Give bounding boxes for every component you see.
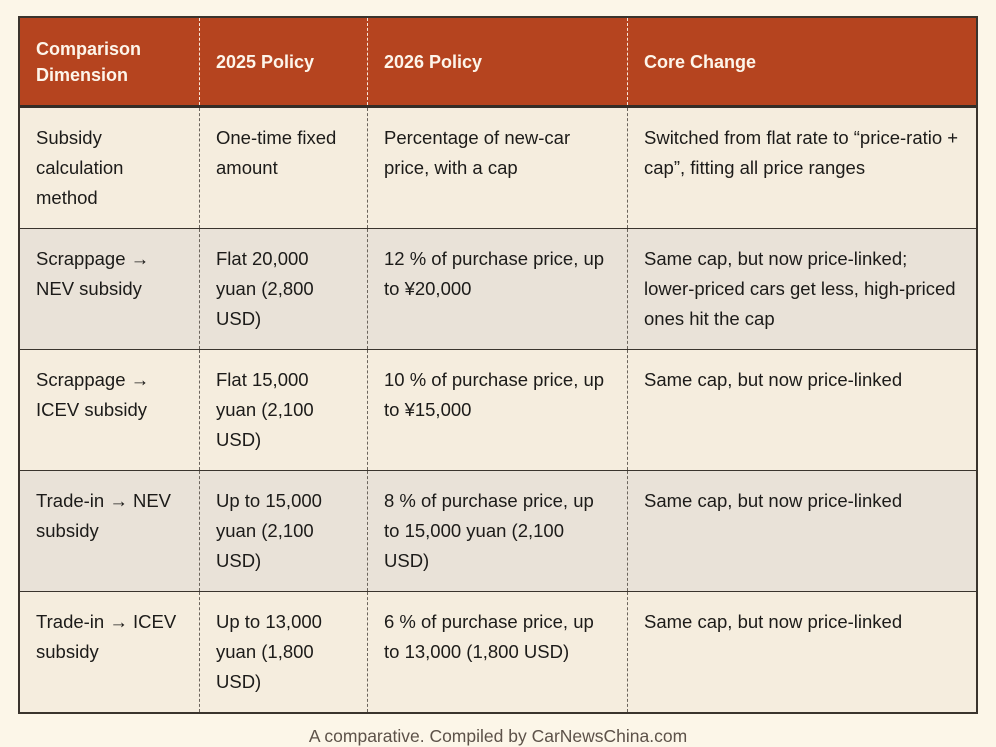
cell-2026-policy: 8 % of purchase price, up to 15,000 yuan… (367, 471, 627, 591)
cell-2026-policy: Percentage of new-car price, with a cap (367, 108, 627, 228)
cell-core-change: Same cap, but now price-linked (627, 350, 976, 470)
table-row-scrappage-nev: Scrappage → NEV subsidy Flat 20,000 yuan… (20, 228, 976, 349)
table-header-row: Comparison Dimension 2025 Policy 2026 Po… (20, 18, 976, 108)
cell-2025-policy: One-time fixed amount (199, 108, 367, 228)
header-cell-core-change: Core Change (627, 18, 976, 105)
cell-2025-policy: Up to 15,000 yuan (2,100 USD) (199, 471, 367, 591)
cell-core-change: Same cap, but now price-linked; lower-pr… (627, 229, 976, 349)
cell-2026-policy: 12 % of purchase price, up to ¥20,000 (367, 229, 627, 349)
cell-2025-policy: Up to 13,000 yuan (1,800 USD) (199, 592, 367, 712)
cell-core-change: Switched from flat rate to “price-ratio … (627, 108, 976, 228)
header-cell-comparison-dimension: Comparison Dimension (36, 38, 142, 85)
cell-2025-policy: Flat 20,000 yuan (2,800 USD) (199, 229, 367, 349)
table-row-tradein-icev: Trade-in → ICEV subsidy Up to 13,000 yua… (20, 591, 976, 712)
table-caption: A comparative. Compiled by CarNewsChina.… (308, 726, 688, 746)
cell-dimension: Trade-in → ICEV subsidy (36, 611, 177, 662)
cell-2026-policy: 6 % of purchase price, up to 13,000 (1,8… (367, 592, 627, 712)
cell-core-change: Same cap, but now price-linked (627, 471, 976, 591)
cell-dimension: Subsidy calculation method (36, 127, 124, 208)
cell-2025-policy: Flat 15,000 yuan (2,100 USD) (199, 350, 367, 470)
cell-dimension: Scrappage → NEV subsidy (36, 248, 150, 299)
table-row-tradein-nev: Trade-in → NEV subsidy Up to 15,000 yuan… (20, 470, 976, 591)
table-row-scrappage-icev: Scrappage → ICEV subsidy Flat 15,000 yua… (20, 349, 976, 470)
cell-dimension: Scrappage → ICEV subsidy (36, 369, 150, 420)
cell-dimension: Trade-in → NEV subsidy (36, 490, 172, 541)
header-cell-2026-policy: 2026 Policy (367, 18, 627, 105)
table-row-subsidy-calculation: Subsidy calculation method One-time fixe… (20, 108, 976, 228)
policy-comparison-table: Comparison Dimension 2025 Policy 2026 Po… (18, 16, 978, 714)
cell-2026-policy: 10 % of purchase price, up to ¥15,000 (367, 350, 627, 470)
header-cell-2025-policy: 2025 Policy (199, 18, 367, 105)
cell-core-change: Same cap, but now price-linked (627, 592, 976, 712)
page: Comparison Dimension 2025 Policy 2026 Po… (18, 16, 978, 746)
